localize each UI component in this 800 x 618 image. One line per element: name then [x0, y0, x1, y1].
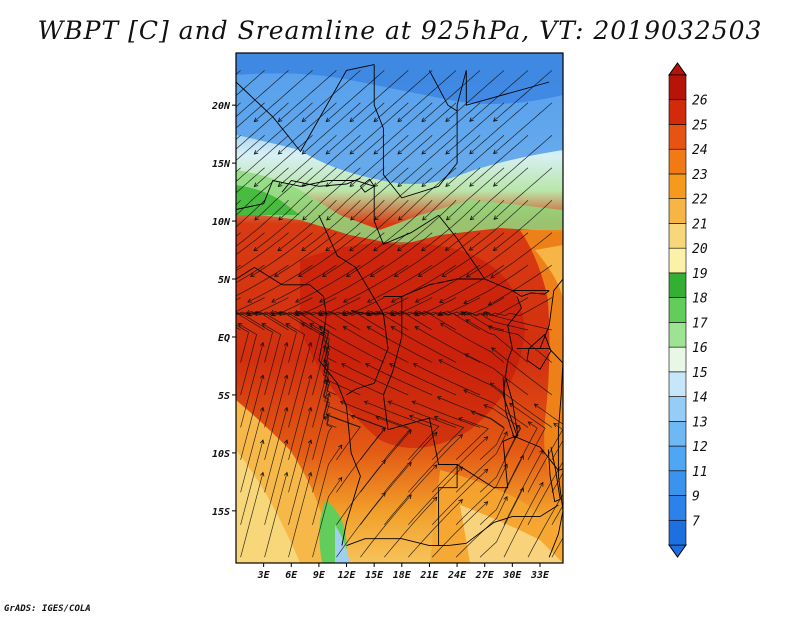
colorbar-swatch-12 — [668, 223, 687, 249]
colorbar: 7 9 11 12 13 14 15 16 17 18 19 20 21 22 23 24 25 26 — [668, 62, 708, 558]
colorbar-swatch-13 — [668, 198, 687, 224]
streamlines — [236, 70, 563, 558]
lon-label-10: 33E — [530, 570, 550, 581]
lat-label-4: EQ — [218, 333, 230, 344]
lat-label-0: 20N — [211, 101, 231, 112]
colorbar-swatch-14 — [668, 173, 687, 199]
lon-label-6: 21E — [419, 570, 439, 581]
colorbar-swatch-0 — [668, 519, 687, 546]
lon-label-0: 3E — [257, 570, 271, 581]
colorbar-label-0: 7 — [692, 514, 700, 529]
lon-label-8: 27E — [475, 570, 495, 581]
colorbar-label-14: 23 — [692, 168, 708, 183]
colorbar-swatch-7 — [668, 346, 687, 373]
colorbar-swatch-6 — [668, 371, 687, 397]
colorbar-bottom-arrow — [668, 544, 687, 558]
credit-text: GrADS: IGES/COLA — [4, 604, 91, 614]
colorbar-label-12: 21 — [692, 217, 708, 232]
colorbar-label-2: 11 — [692, 465, 708, 480]
colorbar-label-5: 14 — [692, 391, 708, 406]
lat-label-1: 15N — [212, 159, 231, 170]
colorbar-label-4: 13 — [692, 415, 708, 430]
lon-label-5: 18E — [393, 570, 412, 581]
lon-label-4: 15E — [365, 570, 384, 581]
colorbar-swatch-1 — [668, 495, 687, 521]
lat-label-5: 5S — [218, 391, 230, 402]
colorbar-label-11: 20 — [692, 242, 708, 257]
lon-label-1: 6E — [285, 570, 298, 581]
lon-label-7: 24E — [447, 570, 467, 581]
colorbar-swatch-5 — [668, 396, 687, 422]
colorbar-top-arrow — [668, 62, 687, 76]
colorbar-swatch-4 — [668, 421, 687, 447]
lon-label-3: 12E — [338, 570, 357, 581]
colorbar-label-7: 16 — [692, 341, 708, 356]
colorbar-label-13: 22 — [692, 193, 708, 208]
colorbar-label-9: 18 — [692, 292, 708, 307]
colorbar-label-1: 9 — [692, 490, 700, 505]
colorbar-swatch-16 — [668, 124, 687, 150]
country-borders — [236, 64, 563, 558]
colorbar-label-17: 26 — [692, 94, 708, 109]
colorbar-swatch-10 — [668, 272, 687, 298]
map-title: WBPT [C] and Sreamline at 925hPa, VT: 20… — [37, 16, 763, 45]
lat-label-2: 10N — [212, 217, 231, 228]
wbpt-field — [236, 53, 563, 563]
lat-label-3: 5N — [218, 275, 231, 286]
lon-label-9: 30E — [502, 570, 522, 581]
colorbar-swatch-3 — [668, 445, 687, 472]
colorbar-swatch-11 — [668, 247, 687, 274]
colorbar-swatch-9 — [668, 297, 687, 323]
colorbar-swatch-15 — [668, 148, 687, 175]
colorbar-label-6: 15 — [692, 366, 708, 381]
colorbar-swatch-18 — [668, 74, 687, 101]
lat-label-7: 15S — [212, 507, 230, 518]
longitude-labels: 3E 6E 9E 12E 15E 18E 21E 24E 27E 30E 33E — [257, 563, 550, 581]
colorbar-label-15: 24 — [692, 143, 708, 158]
colorbar-label-3: 12 — [692, 440, 708, 455]
colorbar-label-16: 25 — [692, 118, 708, 133]
map-frame — [235, 52, 564, 564]
colorbar-label-10: 19 — [692, 267, 708, 282]
colorbar-swatch-17 — [668, 99, 687, 125]
lon-label-2: 9E — [313, 570, 326, 581]
colorbar-swatch-8 — [668, 322, 687, 348]
lat-label-6: 10S — [212, 449, 230, 460]
colorbar-swatch-2 — [668, 470, 687, 496]
latitude-labels: 20N 15N 10N 5N EQ 5S 10S 15S — [211, 101, 236, 518]
colorbar-label-8: 17 — [692, 316, 708, 331]
